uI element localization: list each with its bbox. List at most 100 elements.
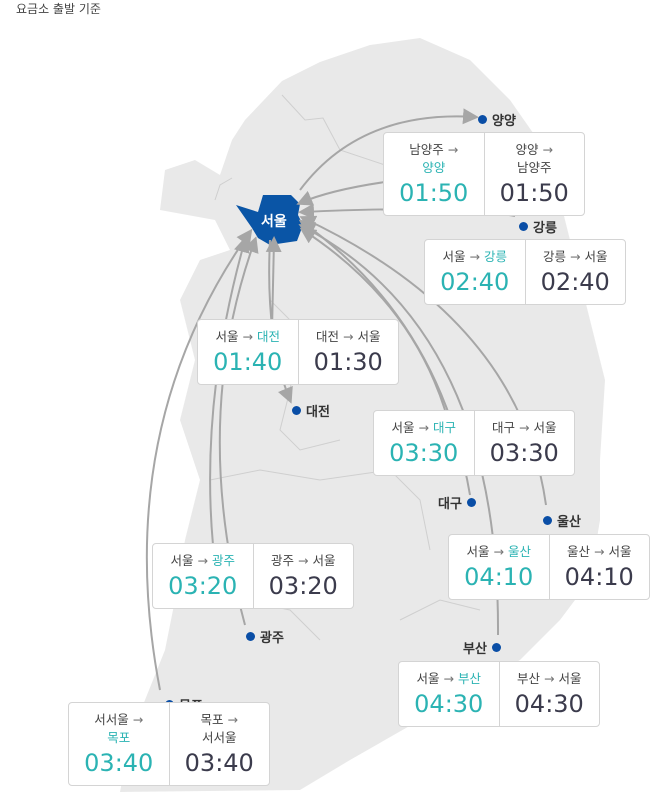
travel-time-card: 서울 → 대구 03:30 대구 → 서울 03:30 <box>373 410 575 476</box>
route-to: 대구 <box>432 420 456 435</box>
outbound-panel: 서울 → 대구 03:30 <box>374 411 474 475</box>
travel-time-card: 서울 → 부산 04:30 부산 → 서울 04:30 <box>398 661 600 727</box>
route-from: 목포 <box>200 712 224 727</box>
route-from: 서울 <box>442 249 466 264</box>
route-from: 서울 <box>215 329 239 344</box>
city-label: 울산 <box>557 515 581 530</box>
route-to: 서울 <box>584 249 608 264</box>
inbound-panel: 강릉 → 서울 02:40 <box>524 240 626 304</box>
travel-time: 03:20 <box>168 572 238 600</box>
travel-time: 04:10 <box>464 563 534 591</box>
hub-label: 서울 <box>261 214 287 230</box>
city-label: 대전 <box>306 405 330 420</box>
route-to: 대전 <box>256 329 280 344</box>
inbound-panel: 대전 → 서울 01:30 <box>297 320 399 384</box>
arrow-right-icon: → <box>493 544 504 559</box>
route-arrow-yangyang-out <box>299 108 479 191</box>
travel-time: 01:30 <box>313 348 383 376</box>
arrow-right-icon: → <box>519 420 530 435</box>
arrow-right-icon: → <box>542 142 553 157</box>
travel-time-card: 서울 → 대전 01:40 대전 → 서울 01:30 <box>197 319 399 385</box>
city-marker: 양양 <box>478 110 516 129</box>
location-dot-icon <box>491 643 501 652</box>
route-arrow-yangyang-in <box>296 181 386 206</box>
travel-time-card: 서울 → 광주 03:20 광주 → 서울 03:20 <box>152 543 354 609</box>
travel-time: 03:30 <box>489 439 559 467</box>
travel-time: 03:30 <box>389 439 459 467</box>
outbound-panel: 남양주 → 양양 01:50 <box>384 133 484 215</box>
arrow-right-icon: → <box>570 249 581 264</box>
route-from: 광주 <box>271 553 295 568</box>
outbound-panel: 서울 → 강릉 02:40 <box>425 240 525 304</box>
travel-time: 04:30 <box>414 690 484 718</box>
route-from: 강릉 <box>543 249 567 264</box>
route-to: 서울 <box>533 420 557 435</box>
route-arrow-daejeon-in <box>265 236 282 331</box>
city-marker: 울산 <box>543 511 581 530</box>
arrow-right-icon: → <box>132 712 144 727</box>
route-arrow-mokpo <box>145 228 253 691</box>
route-to: 광주 <box>211 553 235 568</box>
inbound-panel: 목포 → 서서울 03:40 <box>168 703 270 785</box>
inbound-panel: 부산 → 서울 04:30 <box>498 662 600 726</box>
travel-time: 01:40 <box>213 348 283 376</box>
route-from: 서울 <box>391 420 415 435</box>
travel-time: 04:10 <box>564 563 634 591</box>
travel-time: 04:30 <box>514 690 584 718</box>
route-to: 서울 <box>608 544 632 559</box>
inbound-panel: 대구 → 서울 03:30 <box>473 411 575 475</box>
city-label: 부산 <box>463 642 487 657</box>
outbound-panel: 서울 → 대전 01:40 <box>198 320 298 384</box>
route-from: 서울 <box>466 544 490 559</box>
route-from: 대구 <box>492 420 516 435</box>
city-label: 양양 <box>492 114 516 129</box>
inbound-panel: 광주 → 서울 03:20 <box>252 544 354 608</box>
route-to: 남양주 <box>516 160 552 175</box>
route-to: 목포 <box>107 730 131 745</box>
route-from: 부산 <box>517 671 541 686</box>
location-dot-icon <box>543 516 552 525</box>
city-marker: 대전 <box>292 401 330 420</box>
route-from: 울산 <box>567 544 591 559</box>
route-from: 남양주 <box>409 142 444 157</box>
city-label: 광주 <box>260 631 284 646</box>
location-dot-icon <box>519 222 528 231</box>
route-from: 서울 <box>170 553 194 568</box>
arrow-right-icon: → <box>298 553 309 568</box>
travel-time: 01:50 <box>399 179 469 207</box>
route-to: 강릉 <box>483 249 507 264</box>
route-from: 양양 <box>515 142 539 157</box>
travel-time: 03:20 <box>268 572 338 600</box>
location-dot-icon <box>466 498 476 507</box>
arrow-right-icon: → <box>197 553 208 568</box>
route-to: 서울 <box>357 329 381 344</box>
arrow-right-icon: → <box>343 329 354 344</box>
city-marker: 부산 <box>463 638 501 657</box>
route-arrow-daegu2 <box>299 227 446 411</box>
city-marker: 광주 <box>246 627 284 646</box>
arrow-right-icon: → <box>227 712 238 727</box>
outbound-panel: 서울 → 울산 04:10 <box>449 535 549 599</box>
route-to: 부산 <box>457 671 481 686</box>
arrow-right-icon: → <box>594 544 605 559</box>
travel-time-card: 서울 → 울산 04:10 울산 → 서울 04:10 <box>448 534 650 600</box>
location-dot-icon <box>478 115 487 124</box>
route-to: 울산 <box>507 544 531 559</box>
route-to: 서울 <box>312 553 336 568</box>
travel-time-card: 서울 → 강릉 02:40 강릉 → 서울 02:40 <box>424 239 626 305</box>
arrow-right-icon: → <box>242 329 253 344</box>
city-marker: 강릉 <box>519 217 557 236</box>
travel-time: 02:40 <box>540 268 610 296</box>
city-label: 대구 <box>438 497 462 512</box>
travel-time: 02:40 <box>440 268 510 296</box>
route-to: 서울 <box>558 671 582 686</box>
travel-time-card: 서서울 → 목포 03:40 목포 → 서서울 03:40 <box>68 702 270 786</box>
arrow-right-icon: → <box>544 671 555 686</box>
city-marker: 대구 <box>438 493 476 512</box>
inbound-panel: 울산 → 서울 04:10 <box>548 535 650 599</box>
arrow-right-icon: → <box>443 671 454 686</box>
route-to: 양양 <box>422 160 446 175</box>
arrow-right-icon: → <box>418 420 429 435</box>
travel-time: 03:40 <box>84 749 154 777</box>
location-dot-icon <box>246 632 255 641</box>
